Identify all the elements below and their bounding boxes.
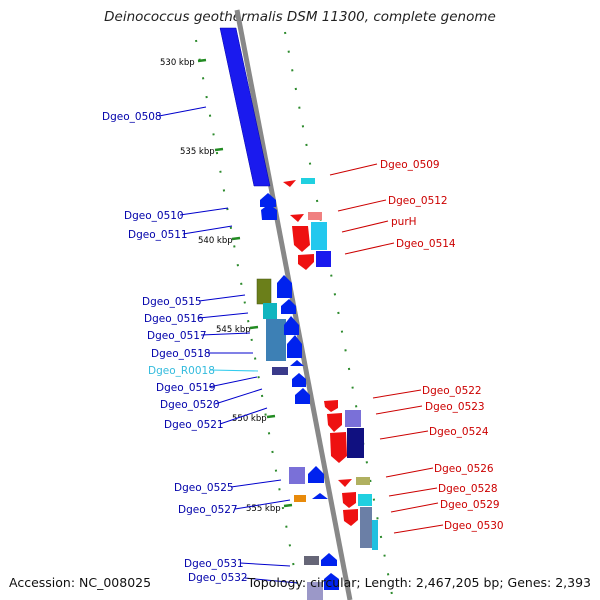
gene-feature-cyan[interactable] bbox=[301, 178, 315, 184]
gene-label-left[interactable]: Dgeo_0532 bbox=[188, 572, 248, 584]
gene-feature-forward[interactable] bbox=[292, 373, 306, 387]
kbp-label: 535 kbp bbox=[180, 147, 215, 157]
gene-feature-lavender[interactable] bbox=[307, 582, 323, 600]
gene-label-left[interactable]: Dgeo_0517 bbox=[147, 330, 207, 342]
gene-feature-forward[interactable] bbox=[284, 316, 299, 335]
gene-feature-forward[interactable] bbox=[290, 360, 304, 366]
gene-feature-forward[interactable] bbox=[324, 573, 339, 590]
gene-label-right[interactable]: Dgeo_0512 bbox=[388, 195, 448, 207]
gene-label-left[interactable]: Dgeo_0518 bbox=[151, 348, 211, 360]
gene-feature-cyan[interactable] bbox=[372, 520, 378, 550]
gene-label-right[interactable]: Dgeo_0523 bbox=[425, 401, 485, 413]
gene-feature-forward[interactable] bbox=[312, 493, 328, 499]
gene-feature-gray[interactable] bbox=[304, 556, 319, 565]
gene-feature-forward[interactable] bbox=[308, 466, 324, 483]
gene-feature-salmon[interactable] bbox=[308, 212, 322, 220]
gene-feature-reverse[interactable] bbox=[330, 432, 347, 463]
gene-label-left[interactable]: Dgeo_0510 bbox=[124, 210, 184, 222]
gene-feature-reverse[interactable] bbox=[298, 254, 314, 270]
gene-feature-reverse[interactable] bbox=[324, 400, 338, 412]
gene-feature-rna[interactable] bbox=[272, 367, 288, 375]
gene-label-right[interactable]: Dgeo_0529 bbox=[440, 499, 500, 511]
gene-feature-violet[interactable] bbox=[289, 467, 305, 484]
gene-feature-reverse[interactable] bbox=[342, 492, 356, 508]
gene-feature-reverse[interactable] bbox=[292, 226, 310, 252]
gene-label-left[interactable]: Dgeo_0511 bbox=[128, 229, 188, 241]
gene-feature-steel[interactable] bbox=[360, 507, 372, 548]
gene-label-left[interactable]: Dgeo_0516 bbox=[144, 313, 204, 325]
genome-title: Deinococcus geothermalis DSM 11300, comp… bbox=[104, 9, 496, 25]
gene-feature-forward[interactable] bbox=[295, 388, 310, 404]
gene-feature-olive-light[interactable] bbox=[356, 477, 370, 485]
kbp-label: 550 kbp bbox=[232, 414, 267, 424]
gene-feature-forward[interactable] bbox=[219, 27, 271, 187]
gene-feature-forward[interactable] bbox=[277, 275, 292, 298]
kbp-label: 545 kbp bbox=[216, 325, 251, 335]
gene-label-right[interactable]: Dgeo_0522 bbox=[422, 385, 482, 397]
gene-label-left[interactable]: Dgeo_0519 bbox=[156, 382, 216, 394]
gene-feature-olive[interactable] bbox=[256, 278, 272, 305]
gene-label-left[interactable]: Dgeo_0515 bbox=[142, 296, 202, 308]
gene-label-left[interactable]: Dgeo_0521 bbox=[164, 419, 224, 431]
gene-label-left[interactable]: Dgeo_0527 bbox=[178, 504, 238, 516]
kbp-label: 530 kbp bbox=[160, 58, 195, 68]
label-leaders-right bbox=[329, 163, 444, 534]
gene-feature-forward[interactable] bbox=[321, 553, 337, 566]
gene-label-left[interactable]: Dgeo_0520 bbox=[160, 399, 220, 411]
gene-label-left[interactable]: Dgeo_0508 bbox=[102, 111, 162, 123]
gene-feature-forward[interactable] bbox=[261, 204, 277, 220]
label-leaders-left bbox=[158, 106, 299, 584]
gene-feature-reverse[interactable] bbox=[283, 180, 296, 187]
gene-feature-steel[interactable] bbox=[266, 319, 286, 361]
kbp-ticks bbox=[197, 58, 293, 508]
gene-feature-teal[interactable] bbox=[263, 303, 277, 319]
gene-feature-reverse[interactable] bbox=[338, 479, 352, 487]
gene-feature-reverse[interactable] bbox=[343, 509, 358, 526]
gene-label-right[interactable]: Dgeo_0528 bbox=[438, 483, 498, 495]
genome-stats-text: Topology: circular; Length: 2,467,205 bp… bbox=[247, 575, 591, 590]
gene-feature-orange[interactable] bbox=[294, 495, 306, 502]
gene-feature-cyan[interactable] bbox=[358, 494, 372, 506]
gene-feature-forward[interactable] bbox=[287, 335, 302, 358]
gene-label-right[interactable]: purH bbox=[391, 216, 417, 228]
accession-text: Accession: NC_008025 bbox=[9, 575, 152, 590]
gene-feature-forward[interactable] bbox=[316, 251, 331, 267]
gene-label-right[interactable]: Dgeo_0514 bbox=[396, 238, 456, 250]
gene-feature-navy[interactable] bbox=[347, 428, 364, 458]
gene-feature-forward[interactable] bbox=[260, 193, 276, 207]
gene-label-right[interactable]: Dgeo_0530 bbox=[444, 520, 504, 532]
label-leader-rna bbox=[209, 369, 259, 372]
gene-label-right[interactable]: Dgeo_0509 bbox=[380, 159, 440, 171]
gene-label-left[interactable]: Dgeo_0525 bbox=[174, 482, 234, 494]
gene-label-left[interactable]: Dgeo_0531 bbox=[184, 558, 244, 570]
kbp-label: 540 kbp bbox=[198, 236, 233, 246]
gene-label-right[interactable]: Dgeo_0524 bbox=[429, 426, 489, 438]
gene-feature-reverse[interactable] bbox=[327, 413, 342, 432]
gene-feature-violet[interactable] bbox=[345, 410, 361, 427]
gene-label-right[interactable]: Dgeo_0526 bbox=[434, 463, 494, 475]
gene-label-rna[interactable]: Dgeo_R0018 bbox=[148, 365, 215, 377]
tick-track-right bbox=[284, 31, 394, 600]
gene-feature-cyan[interactable] bbox=[311, 222, 327, 250]
gene-feature-forward[interactable] bbox=[281, 299, 296, 314]
kbp-label: 555 kbp bbox=[246, 504, 281, 514]
gene-feature-reverse[interactable] bbox=[290, 214, 304, 222]
